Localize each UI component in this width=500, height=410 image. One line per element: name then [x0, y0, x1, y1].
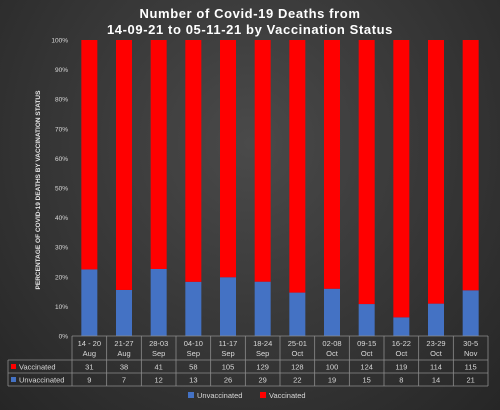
y-tick-label: 30% — [55, 245, 68, 252]
x-tick-label: Sep — [152, 349, 165, 358]
bar-unvaccinated-6 — [254, 281, 271, 336]
bar-vaccinated-2 — [116, 40, 132, 290]
bar-vaccinated-11 — [428, 40, 444, 304]
data-label-unvaccinated: 29 — [258, 376, 266, 385]
data-label-unvaccinated: 26 — [224, 376, 232, 385]
y-tick-label: 10% — [55, 304, 68, 311]
bar-vaccinated-10 — [393, 40, 410, 318]
bar-unvaccinated-1 — [81, 269, 98, 336]
chart-title-line-2: 14-09-21 to 05-11-21 by Vaccination Stat… — [107, 22, 393, 37]
y-tick-label: 60% — [55, 156, 68, 163]
data-label-unvaccinated: 15 — [362, 376, 370, 385]
data-label-vaccinated: 124 — [360, 363, 373, 372]
x-tick-label: Oct — [395, 349, 408, 358]
legend-swatch-vaccinated — [260, 392, 266, 398]
table-row-header-vaccinated: Vaccinated — [19, 363, 56, 372]
x-tick-label: 30-5 — [463, 339, 478, 348]
data-label-unvaccinated: 22 — [293, 376, 301, 385]
x-tick-label: 09-15 — [357, 339, 376, 348]
y-axis-title: PERCENTAGE OF COVID-19 DEATHS BY VACCINA… — [35, 90, 42, 290]
data-label-unvaccinated: 8 — [399, 376, 403, 385]
bar-vaccinated-5 — [220, 40, 236, 278]
x-tick-label: 14 - 20 — [78, 339, 101, 348]
y-tick-label: 40% — [55, 215, 68, 222]
bar-unvaccinated-8 — [324, 288, 340, 336]
bar-vaccinated-8 — [324, 40, 340, 289]
bar-vaccinated-9 — [358, 40, 375, 305]
data-label-vaccinated: 129 — [256, 363, 269, 372]
x-tick-label: 23-29 — [426, 339, 445, 348]
bar-vaccinated-3 — [150, 40, 167, 269]
data-label-unvaccinated: 13 — [189, 376, 197, 385]
data-label-vaccinated: 41 — [154, 363, 162, 372]
x-tick-label: Oct — [291, 349, 304, 358]
data-label-unvaccinated: 7 — [122, 376, 126, 385]
bar-unvaccinated-7 — [289, 292, 306, 336]
bar-unvaccinated-12 — [462, 290, 479, 336]
bar-vaccinated-1 — [81, 40, 98, 270]
data-label-vaccinated: 58 — [189, 363, 197, 372]
x-tick-label: 16-22 — [392, 339, 411, 348]
bar-vaccinated-12 — [462, 40, 479, 291]
x-tick-label: 11-17 — [219, 339, 238, 348]
x-tick-label: Sep — [256, 349, 269, 358]
table-legend-key-unvaccinated — [11, 377, 16, 382]
x-tick-label: Aug — [83, 349, 96, 358]
data-label-unvaccinated: 12 — [154, 376, 162, 385]
x-tick-label: Oct — [326, 349, 339, 358]
legend-swatch-unvaccinated — [188, 392, 194, 398]
bar-vaccinated-6 — [254, 40, 271, 282]
data-label-unvaccinated: 21 — [466, 376, 474, 385]
legend-label-unvaccinated: Unvaccinated — [197, 391, 242, 400]
bar-unvaccinated-2 — [116, 289, 132, 336]
data-label-vaccinated: 119 — [395, 363, 407, 372]
x-tick-label: Sep — [221, 349, 234, 358]
data-label-vaccinated: 115 — [465, 363, 477, 372]
x-tick-label: Nov — [464, 349, 478, 358]
data-label-vaccinated: 105 — [222, 363, 235, 372]
data-label-unvaccinated: 9 — [87, 376, 91, 385]
y-tick-label: 20% — [55, 274, 68, 281]
data-label-unvaccinated: 14 — [432, 376, 440, 385]
y-tick-label: 90% — [55, 67, 68, 74]
x-tick-label: 21-27 — [114, 339, 133, 348]
x-tick-label: Sep — [187, 349, 200, 358]
bar-vaccinated-4 — [185, 40, 202, 282]
legend-label-vaccinated: Vaccinated — [269, 391, 306, 400]
x-tick-label: Aug — [117, 349, 130, 358]
bar-unvaccinated-3 — [150, 268, 167, 336]
data-label-vaccinated: 114 — [430, 363, 442, 372]
bar-unvaccinated-4 — [185, 281, 202, 336]
chart-title-line-1: Number of Covid-19 Deaths from — [140, 6, 361, 21]
x-tick-label: 28-03 — [149, 339, 168, 348]
table-row-header-unvaccinated: Unvaccinated — [19, 376, 64, 385]
data-label-vaccinated: 31 — [85, 363, 93, 372]
data-label-vaccinated: 100 — [326, 363, 339, 372]
bar-unvaccinated-9 — [358, 304, 375, 336]
y-tick-label: 70% — [55, 126, 68, 133]
bar-unvaccinated-11 — [428, 303, 444, 336]
bar-unvaccinated-5 — [220, 277, 236, 336]
bar-vaccinated-7 — [289, 40, 306, 293]
data-label-vaccinated: 38 — [120, 363, 128, 372]
bar-unvaccinated-10 — [393, 317, 410, 336]
y-tick-label: 100% — [51, 38, 68, 45]
table-legend-key-vaccinated — [11, 364, 16, 369]
y-tick-label: 0% — [59, 334, 69, 341]
x-tick-label: Oct — [430, 349, 443, 358]
x-tick-label: Oct — [361, 349, 374, 358]
x-tick-label: 18-24 — [253, 339, 272, 348]
x-tick-label: 25-01 — [288, 339, 307, 348]
data-label-unvaccinated: 19 — [328, 376, 336, 385]
y-tick-label: 80% — [55, 97, 68, 104]
x-tick-label: 02-08 — [322, 339, 341, 348]
x-tick-label: 04-10 — [184, 339, 203, 348]
y-tick-label: 50% — [55, 186, 68, 193]
data-label-vaccinated: 128 — [291, 363, 304, 372]
